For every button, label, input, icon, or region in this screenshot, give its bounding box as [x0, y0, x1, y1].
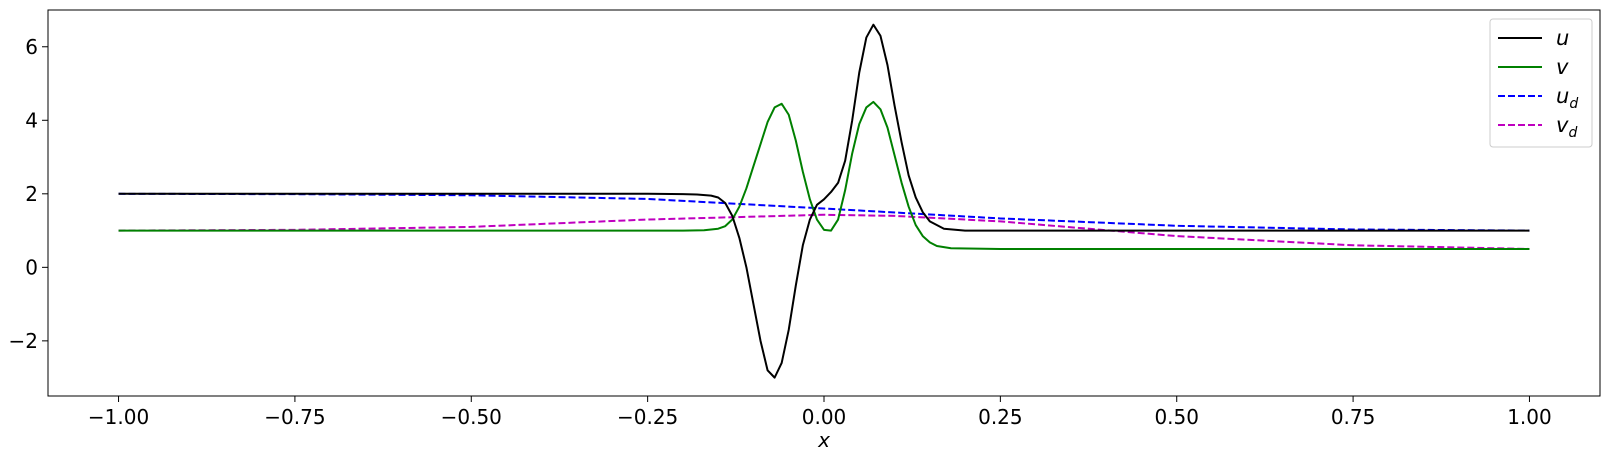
y-tick-label: 4: [25, 108, 38, 132]
y-tick-label: 2: [25, 182, 38, 206]
x-tick-label: −0.75: [264, 405, 325, 429]
x-tick-label: −0.25: [617, 405, 678, 429]
x-axis-label: x: [817, 428, 830, 452]
legend-label: v: [1556, 55, 1569, 79]
x-tick-label: 0.75: [1331, 405, 1376, 429]
series-line-v: [118, 100, 1530, 250]
y-axis-ticks: −2 0 2 4 6: [9, 35, 48, 353]
legend-label: ud: [1556, 84, 1578, 112]
x-tick-label: 0.50: [1154, 405, 1199, 429]
x-axis-ticks: −1.00 −0.75 −0.50 −0.25 0.00 0.25 0.50 0.75 1.00: [88, 396, 1552, 429]
plot-frame: [47, 9, 1601, 397]
legend-label: u: [1556, 26, 1569, 50]
x-tick-label: −1.00: [88, 405, 149, 429]
y-tick-label: −2: [9, 329, 38, 353]
series-line-v-d: [118, 213, 1530, 250]
legend-frame: [1489, 18, 1593, 148]
series-layer: [118, 23, 1530, 379]
legend-label: vd: [1556, 113, 1577, 141]
x-tick-label: 1.00: [1507, 405, 1552, 429]
x-tick-label: 0.25: [978, 405, 1023, 429]
y-tick-label: 6: [25, 35, 38, 59]
y-tick-label: 0: [25, 255, 38, 279]
x-tick-label: 0.00: [802, 405, 847, 429]
series-line-u: [118, 23, 1530, 379]
x-tick-label: −0.50: [441, 405, 502, 429]
